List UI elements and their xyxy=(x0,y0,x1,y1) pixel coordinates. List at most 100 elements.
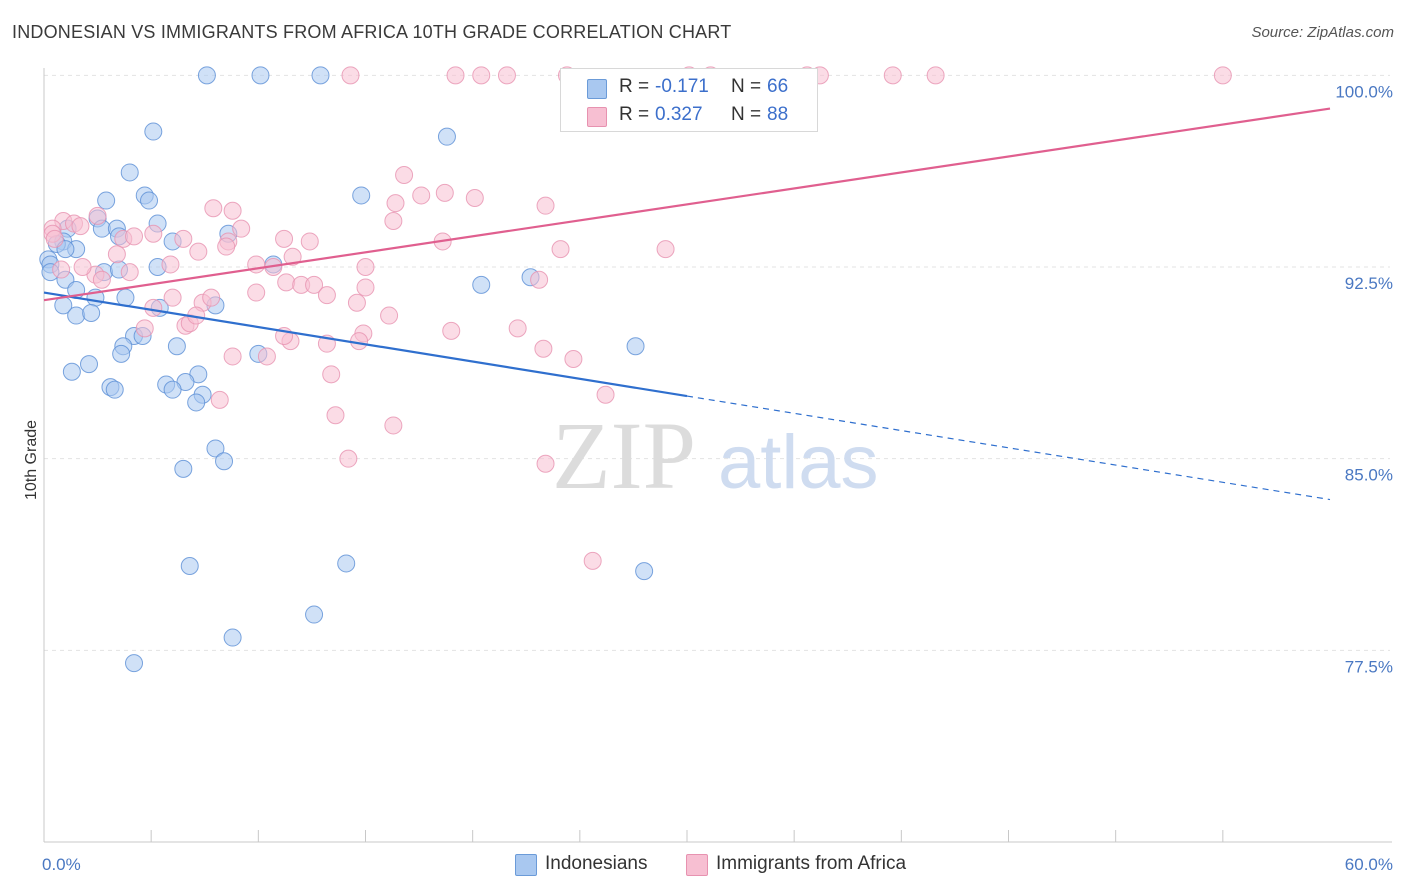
point-africa xyxy=(508,319,527,338)
point-africa xyxy=(322,365,341,384)
stats-legend: R = -0.171 N = 66 R = 0.327 N = 88 xyxy=(560,68,818,132)
point-africa xyxy=(71,217,90,236)
point-africa xyxy=(356,258,375,276)
point-africa xyxy=(386,194,405,213)
trend-line-africa xyxy=(43,107,1331,302)
point-africa xyxy=(384,416,403,435)
point-africa xyxy=(341,66,360,85)
legend-r-label: R = xyxy=(619,104,650,125)
point-indonesians xyxy=(105,380,124,399)
chart-source: Source: ZipAtlas.com xyxy=(1251,24,1394,41)
series-legend: Indonesians Immigrants from Africa xyxy=(0,852,1406,878)
point-indonesians xyxy=(80,355,99,374)
point-africa xyxy=(217,237,236,256)
point-indonesians xyxy=(82,304,101,322)
point-africa xyxy=(497,66,516,85)
point-africa xyxy=(163,288,182,307)
point-indonesians xyxy=(167,337,186,356)
point-africa xyxy=(174,229,193,248)
point-africa xyxy=(656,240,675,259)
point-africa xyxy=(435,183,454,202)
point-africa xyxy=(144,224,163,243)
legend-n-label: N = xyxy=(731,76,762,97)
point-africa xyxy=(161,255,180,274)
y-tick-label: 100.0% xyxy=(1335,82,1393,101)
legend-r-value: 0.327 xyxy=(655,104,703,125)
point-africa xyxy=(339,449,358,468)
point-africa xyxy=(125,227,144,246)
point-africa xyxy=(232,219,251,238)
point-indonesians xyxy=(635,562,654,581)
trend-lines xyxy=(43,107,1331,501)
point-africa xyxy=(45,229,64,248)
point-africa xyxy=(536,196,555,215)
point-indonesians xyxy=(337,554,356,573)
point-africa xyxy=(275,229,294,248)
point-africa xyxy=(380,306,399,325)
trend-line-indonesians-projection xyxy=(686,395,1331,501)
y-tick-label: 92.5% xyxy=(1345,274,1393,293)
chart-title: INDONESIAN VS IMMIGRANTS FROM AFRICA 10T… xyxy=(12,22,732,42)
point-africa xyxy=(395,166,414,184)
legend-row-africa: R = 0.327 N = 88 xyxy=(561,101,817,129)
point-indonesians xyxy=(125,654,144,673)
point-indonesians xyxy=(437,127,456,146)
point-indonesians xyxy=(215,452,234,471)
point-africa xyxy=(356,278,375,297)
point-africa xyxy=(88,206,107,225)
x-tick-label-min: 0.0% xyxy=(42,855,81,874)
point-africa xyxy=(204,199,223,218)
legend-label-africa: Immigrants from Africa xyxy=(716,853,907,874)
trend-line-indonesians xyxy=(43,291,688,398)
point-africa xyxy=(536,454,555,473)
x-tick-label-max: 60.0% xyxy=(1345,855,1393,874)
point-africa xyxy=(596,385,615,404)
point-africa xyxy=(551,240,570,259)
axes xyxy=(43,68,1392,843)
legend-swatch-indonesians xyxy=(515,854,537,876)
point-indonesians xyxy=(311,66,330,85)
point-africa xyxy=(1213,66,1232,85)
point-africa xyxy=(144,298,163,317)
point-africa xyxy=(465,189,484,207)
point-africa xyxy=(883,66,902,85)
point-africa xyxy=(442,321,461,340)
point-africa xyxy=(564,350,583,368)
point-africa xyxy=(412,186,431,205)
point-africa xyxy=(73,258,92,276)
legend-r-label: R = xyxy=(619,76,650,97)
watermark-atlas: atlas xyxy=(718,420,879,505)
legend-swatch-indonesians xyxy=(587,79,607,99)
point-africa xyxy=(926,66,945,85)
point-africa xyxy=(223,347,242,366)
point-africa xyxy=(317,286,336,305)
point-africa xyxy=(277,273,296,292)
grid-lines xyxy=(44,74,1390,651)
point-africa xyxy=(120,263,139,282)
point-indonesians xyxy=(163,380,182,399)
y-tick-labels: 100.0% 92.5% 85.0% 77.5% xyxy=(1335,82,1393,676)
point-indonesians xyxy=(144,122,163,141)
point-africa xyxy=(472,66,491,85)
point-africa xyxy=(202,288,221,307)
point-africa xyxy=(446,66,465,85)
point-africa xyxy=(530,270,549,289)
legend-label-indonesians: Indonesians xyxy=(545,853,648,874)
point-indonesians xyxy=(223,628,242,647)
point-indonesians xyxy=(305,605,324,624)
point-indonesians xyxy=(97,191,116,210)
watermark: ZIP atlas xyxy=(552,402,879,509)
point-africa xyxy=(283,247,302,266)
y-tick-label: 85.0% xyxy=(1345,466,1393,485)
legend-n-value: 88 xyxy=(767,104,789,125)
point-indonesians xyxy=(626,337,645,356)
legend-r-value: -0.171 xyxy=(655,76,709,97)
point-africa xyxy=(350,332,369,351)
point-africa xyxy=(135,319,154,338)
point-indonesians xyxy=(174,459,193,478)
point-indonesians xyxy=(120,163,139,182)
point-africa xyxy=(257,347,276,366)
point-indonesians xyxy=(206,439,225,458)
y-axis-label: 10th Grade xyxy=(23,420,40,500)
